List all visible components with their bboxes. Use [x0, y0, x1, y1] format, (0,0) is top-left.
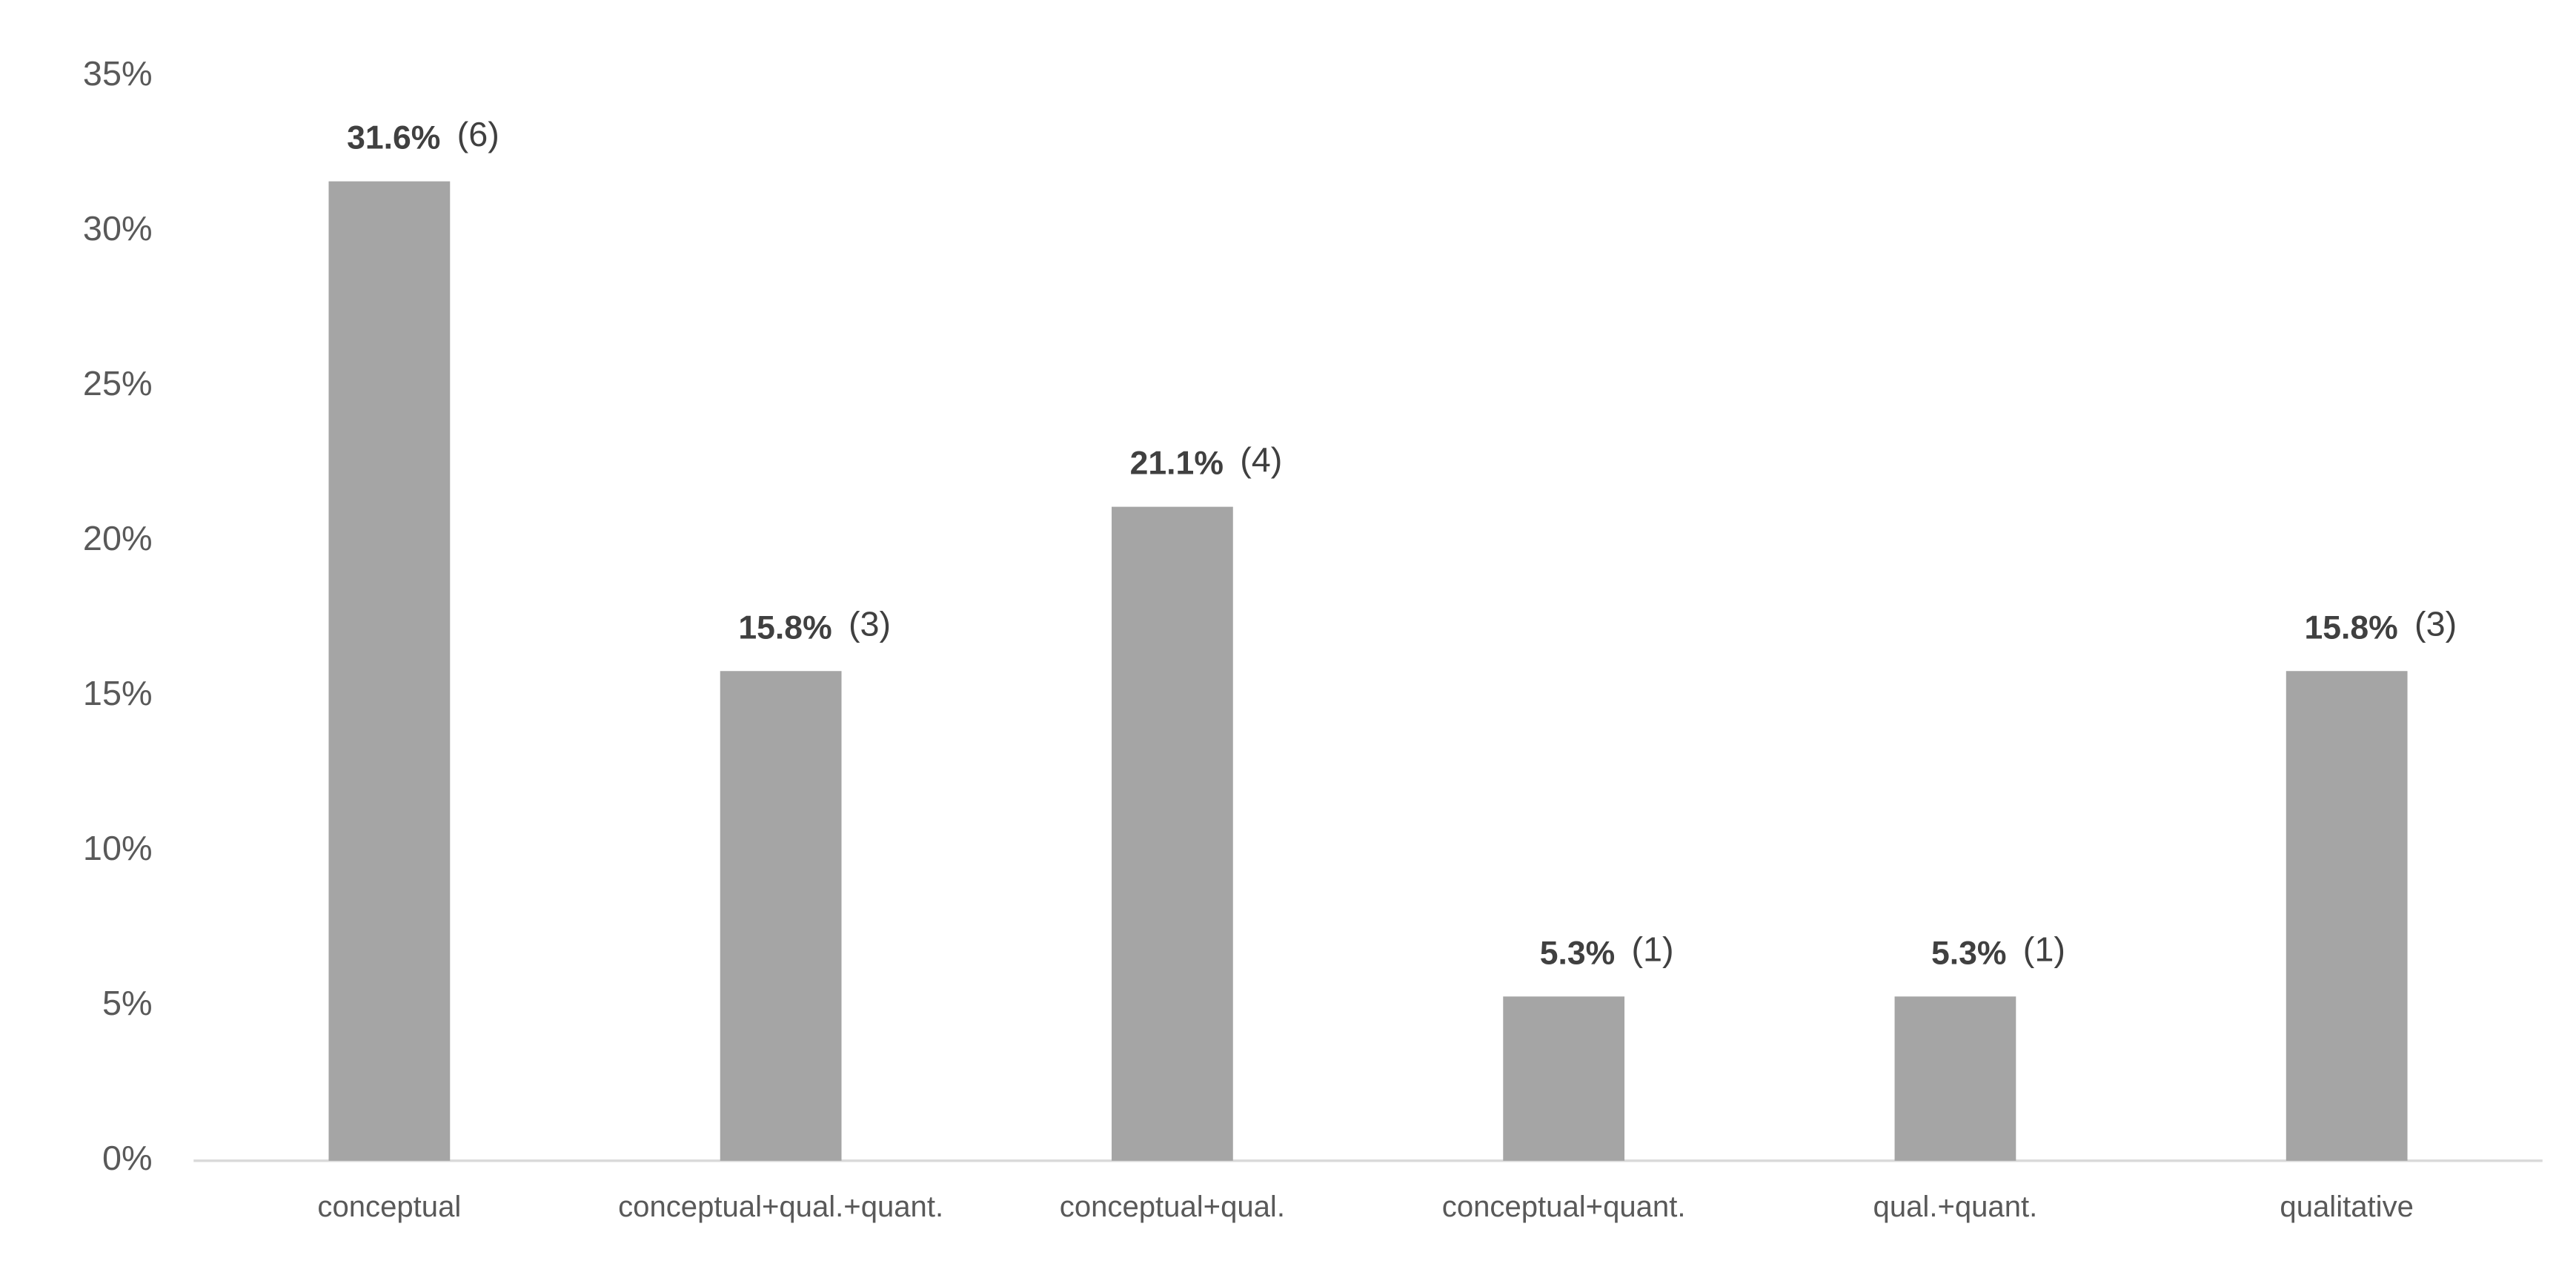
count-label: (4)	[1240, 440, 1282, 479]
y-tick-label: 35%	[83, 54, 153, 93]
bar	[2285, 671, 2408, 1161]
y-tick-label: 5%	[102, 984, 153, 1022]
value-label: 15.8%	[2304, 609, 2397, 646]
x-tick-label: conceptual	[317, 1191, 461, 1223]
value-label: 5.3%	[1931, 935, 2006, 971]
x-tick-label: qualitative	[2280, 1191, 2413, 1223]
count-label: (1)	[2023, 930, 2065, 968]
count-label: (3)	[849, 604, 891, 643]
x-tick-label: conceptual+quant.	[1442, 1191, 1686, 1223]
count-label: (1)	[1631, 930, 1673, 968]
bar	[1503, 996, 1625, 1161]
value-label: 5.3%	[1540, 935, 1616, 971]
y-tick-label: 20%	[83, 519, 153, 557]
y-tick-label: 10%	[83, 829, 153, 867]
x-tick-label: qual.+quant.	[1873, 1191, 2038, 1223]
y-tick-label: 15%	[83, 674, 153, 712]
y-tick-label: 30%	[83, 209, 153, 248]
x-tick-label: conceptual+qual.+quant.	[618, 1191, 943, 1223]
value-label: 15.8%	[738, 609, 831, 646]
x-tick-label: conceptual+qual.	[1060, 1191, 1285, 1223]
count-label: (3)	[2414, 604, 2457, 643]
bar	[1112, 506, 1233, 1161]
bar	[328, 181, 451, 1161]
y-tick-label: 25%	[83, 364, 153, 403]
bar	[1894, 996, 2016, 1161]
value-label: 21.1%	[1130, 446, 1224, 482]
count-label: (6)	[457, 115, 499, 153]
y-tick-label: 0%	[102, 1139, 153, 1177]
value-label: 31.6%	[347, 120, 440, 156]
bar	[720, 671, 842, 1161]
